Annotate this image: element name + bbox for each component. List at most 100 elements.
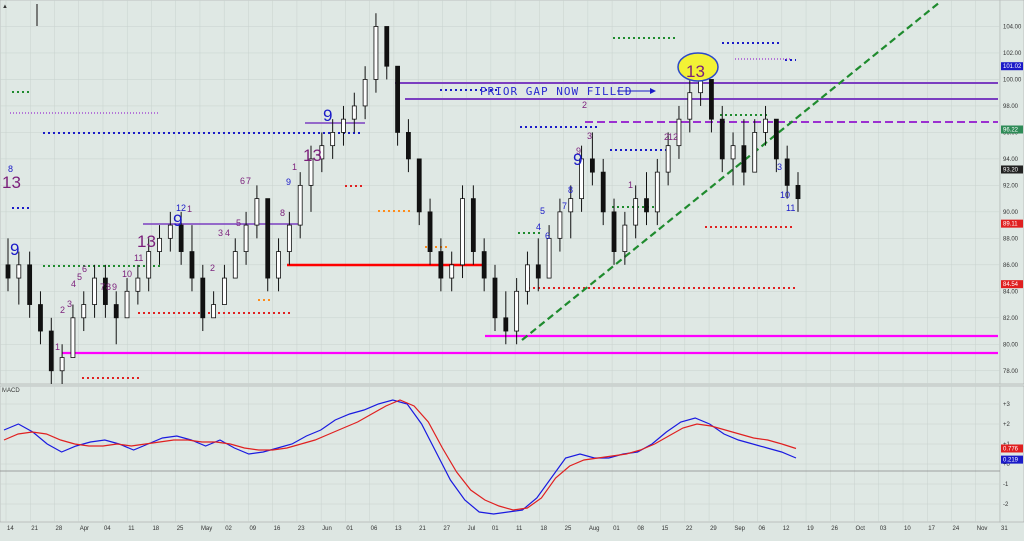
price-tick-label: 78.00 [1003,369,1019,375]
candle-body [763,118,768,133]
date-tick-label: 06 [371,526,378,532]
candle-body [5,264,11,279]
price-tag-box [1001,280,1023,289]
date-tick-label: 01 [613,526,620,532]
macd-tick-label: -1 [1003,482,1009,488]
grid [0,0,1001,522]
count-label-small: 4 [225,228,230,238]
price-tick-label: 90.00 [1003,210,1019,216]
date-tick-label: 31 [1001,526,1008,532]
date-tick-label: 12 [783,526,790,532]
price-axis-tags: 101.02 96.22 93.20 89.11 84.54 [1001,62,1023,289]
price-tag-label: 96.22 [1003,128,1019,134]
price-axis-panel [999,0,1024,385]
green-trendline [521,1,941,341]
date-tick-label: 25 [177,526,184,532]
price-tick-label: 102.00 [1003,51,1022,57]
macd-tick-label: +3 [1003,402,1011,408]
price-tag-label: 84.54 [1003,282,1019,288]
candle-body [308,158,314,186]
candle-body [470,198,476,252]
candle-body [665,145,671,173]
price-tag-label: 101.02 [1003,64,1022,70]
candle-body [773,118,779,160]
candle-body [341,118,346,133]
count-label-big: 13 [2,173,21,192]
count-label-small: 2 [582,100,587,110]
candle-body [600,171,606,213]
date-tick-label: May [201,526,212,532]
count-label-small: 1 [628,180,633,190]
candle-body [351,105,357,120]
candle-body [286,224,292,252]
candle-body [70,317,76,358]
date-tick-label: 19 [807,526,814,532]
candle-body [27,264,33,305]
count-label-big: 13 [137,232,156,251]
candle-body [752,132,758,173]
gap-annotation: PRIOR GAP NOW FILLED [480,85,656,98]
candle-body [276,251,281,279]
candle-body [438,251,444,279]
price-panel [0,0,1001,385]
macd-title: MACD [2,388,20,394]
count-label-small: 12 [668,132,678,142]
count-label-small: 12 [176,203,186,213]
date-tick-label: 28 [55,526,62,532]
count-label-small: 8 [568,185,573,195]
candle-body [243,224,249,252]
date-tick-label: 18 [152,526,159,532]
price-tag-box [1001,219,1023,228]
count-label-small: 10 [780,190,790,200]
count-label-small: 9 [576,146,581,156]
candle-body [481,251,487,279]
candle-body [135,277,141,292]
count-label-small: 4 [536,222,541,232]
count-label-small: 3 [218,228,223,238]
candle-body [200,277,206,319]
count-label-small: 6 [82,264,87,274]
candle-body [384,26,390,67]
candle-body [557,211,563,239]
candle-body [113,304,119,319]
count-label-small: 5 [77,272,82,282]
price-tick-label: 94.00 [1003,157,1019,163]
date-tick-label: 09 [249,526,256,532]
candle-body [92,277,97,305]
candle-body [741,145,747,173]
date-tick-label: Jun [322,526,332,532]
price-tick-label: 80.00 [1003,342,1019,348]
date-tick-label: 16 [274,526,281,532]
candle-body [546,237,552,279]
date-axis-ticks: 14 21 28 Apr 04 11 18 25 May 02 09 16 23 Jun 01 06 13 21 2… [7,526,1008,532]
candle-body [460,198,465,266]
candle-body [265,198,271,279]
date-tick-label: 27 [443,526,450,532]
count-label-small: 5 [540,206,545,216]
candle-body [644,198,649,213]
count-label-big: 9 [10,240,19,259]
count-label-small: 3 [587,131,592,141]
count-label-big: 13 [303,146,322,165]
candle-body [687,92,693,120]
top-left-marker: ▲ [2,4,8,10]
macd-tag-box [1001,444,1023,453]
count-label-small: 7 [100,282,105,292]
date-tick-label: 11 [128,526,135,532]
count-label-small: 8 [280,208,285,218]
count-label-small: 3 [777,162,782,172]
date-tick-label: Aug [589,526,600,532]
candle-body [514,290,520,332]
count-label-big: 13 [686,62,705,81]
candle-body [395,65,400,133]
price-tick-label: 88.00 [1003,236,1019,242]
date-tick-label: 01 [492,526,499,532]
count-label-small: 10 [122,269,132,279]
date-tick-label: 11 [516,526,523,532]
count-label-small: 2 [60,305,65,315]
macd-axis-tags: 0.776 0.219 [1001,444,1023,464]
candle-body [622,224,628,252]
candle-body [709,79,714,120]
price-tick-label: 100.00 [1003,77,1022,83]
